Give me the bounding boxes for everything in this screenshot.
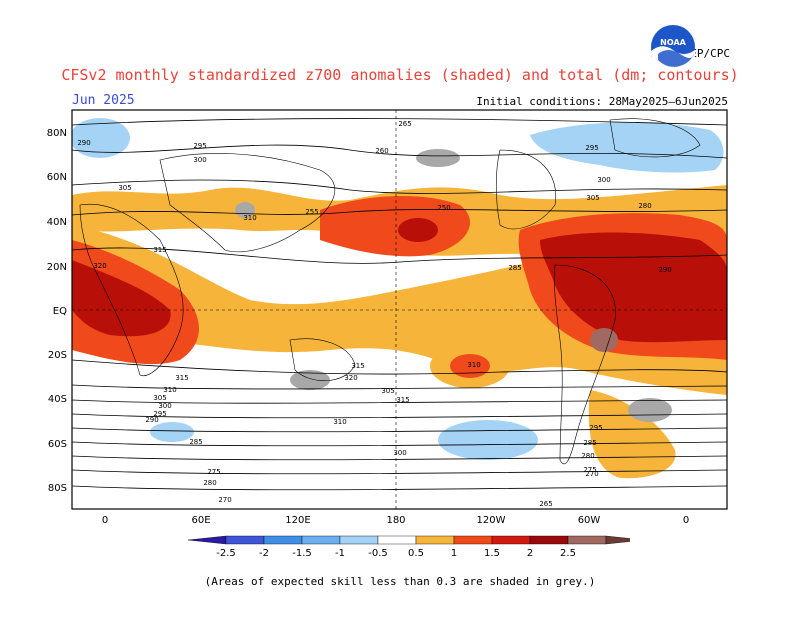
legend-swatch (529, 535, 569, 545)
contour-label: 255 (305, 208, 318, 216)
contour-label: 300 (193, 156, 206, 164)
legend-swatch (377, 535, 417, 545)
contour-labels: 290 2953003053103153203153103053002952902… (77, 120, 671, 508)
contour-label: 265 (539, 500, 552, 508)
legend-tick-label: 0.5 (408, 548, 424, 559)
latitude-label: 60N (47, 172, 67, 183)
latitude-label: 40N (47, 217, 67, 228)
latitude-label: 20S (48, 350, 67, 361)
legend-swatch (301, 535, 341, 545)
contour-label: 295 (585, 144, 598, 152)
contour-label: 275 (207, 468, 220, 476)
contour-label: 315 (153, 246, 166, 254)
legend-tick-label: -2.5 (216, 548, 236, 559)
legend-tick-label: 2.5 (560, 548, 576, 559)
contour-label: 270 (585, 470, 598, 478)
color-legend: -2.5 -2 -1.5 -1 -0.5 0.5 1 1.5 2 2.5 (187, 535, 630, 559)
longitude-label: 0 (683, 515, 689, 526)
contour-label: 260 (375, 147, 388, 155)
contour-label: 285 (583, 439, 596, 447)
contour-label: 280 (203, 479, 216, 487)
latitude-label: 20N (47, 262, 67, 273)
legend-tick-label: -1 (335, 548, 345, 559)
latitude-label: 60S (48, 439, 67, 450)
latitude-label: 40S (48, 394, 67, 405)
contour-label: 285 (508, 264, 521, 272)
legend-swatch (491, 535, 531, 545)
longitude-label: 60E (191, 515, 210, 526)
contour-label: 290 (145, 416, 158, 424)
legend-swatch (415, 535, 455, 545)
svg-text:NOAA: NOAA (660, 38, 686, 47)
contour-label: 295 (589, 424, 602, 432)
legend-swatch (225, 535, 265, 545)
legend-swatch (605, 535, 630, 545)
contour-label: 305 (153, 394, 166, 402)
contour-label: 275 (583, 466, 596, 474)
forecast-month: Jun 2025 (72, 93, 135, 108)
legend-swatch (453, 535, 493, 545)
noaa-logo: NOAA (651, 25, 695, 70)
contour-label: 280 (581, 452, 594, 460)
contour-label: 295 (153, 410, 166, 418)
legend-tick-label: 2 (527, 548, 533, 559)
initial-conditions: Initial conditions: 28May2025–6Jun2025 (476, 95, 728, 108)
latitude-label: 80S (48, 483, 67, 494)
contour-label: 310 (467, 361, 480, 369)
legend-swatch (567, 535, 607, 545)
height-contours (72, 118, 727, 491)
contour-label: 290 (658, 266, 671, 274)
contour-label: 315 (351, 362, 364, 370)
legend-tick-label: 1 (451, 548, 457, 559)
contour-label: 315 (175, 374, 188, 382)
latitude-label: EQ (53, 306, 67, 317)
contour-label: 280 (638, 202, 651, 210)
latitude-labels: 80N 60N 40N 20N EQ 20S 40S 60S 80S (47, 128, 67, 494)
contour-label: 305 (381, 387, 394, 395)
contour-label: 300 (597, 176, 610, 184)
contour-label: 285 (189, 438, 202, 446)
contour-label: 310 (333, 418, 346, 426)
contour-label: 270 (218, 496, 231, 504)
contour-label: 310 (163, 386, 176, 394)
legend-tick-label: -2 (259, 548, 269, 559)
legend-swatch (263, 535, 303, 545)
longitude-label: 60W (578, 515, 601, 526)
contour-label: 300 (158, 402, 171, 410)
contour-label: 305 (586, 194, 599, 202)
contour-label: 315 (396, 396, 409, 404)
contour-label: 295 (193, 142, 206, 150)
legend-swatch (187, 535, 227, 545)
legend-swatch (339, 535, 379, 545)
longitude-label: 120E (285, 515, 310, 526)
longitude-label: 120W (477, 515, 506, 526)
contour-label: 265 (398, 120, 411, 128)
latitude-label: 80N (47, 128, 67, 139)
longitude-label: 180 (386, 515, 405, 526)
longitude-label: 0 (102, 515, 108, 526)
coastlines (79, 118, 701, 465)
anomaly-shading (72, 118, 727, 479)
contour-label: 305 (118, 184, 131, 192)
legend-tick-label: 1.5 (484, 548, 500, 559)
longitude-labels: 0 60E 120E 180 120W 60W 0 (102, 515, 689, 526)
legend-tick-label: -0.5 (368, 548, 388, 559)
contour-label: 310 (243, 214, 256, 222)
contour-label: 320 (93, 262, 106, 270)
skill-footnote: (Areas of expected skill less than 0.3 a… (204, 575, 596, 588)
contour-label: 320 (344, 374, 357, 382)
contour-label: 290 (77, 139, 90, 147)
contour-label: 300 (393, 449, 406, 457)
map-frame (71, 109, 728, 510)
contour-label: 250 (437, 204, 450, 212)
legend-tick-label: -1.5 (292, 548, 312, 559)
gridlines (72, 110, 727, 509)
map-title: CFSv2 monthly standardized z700 anomalie… (61, 66, 739, 84)
